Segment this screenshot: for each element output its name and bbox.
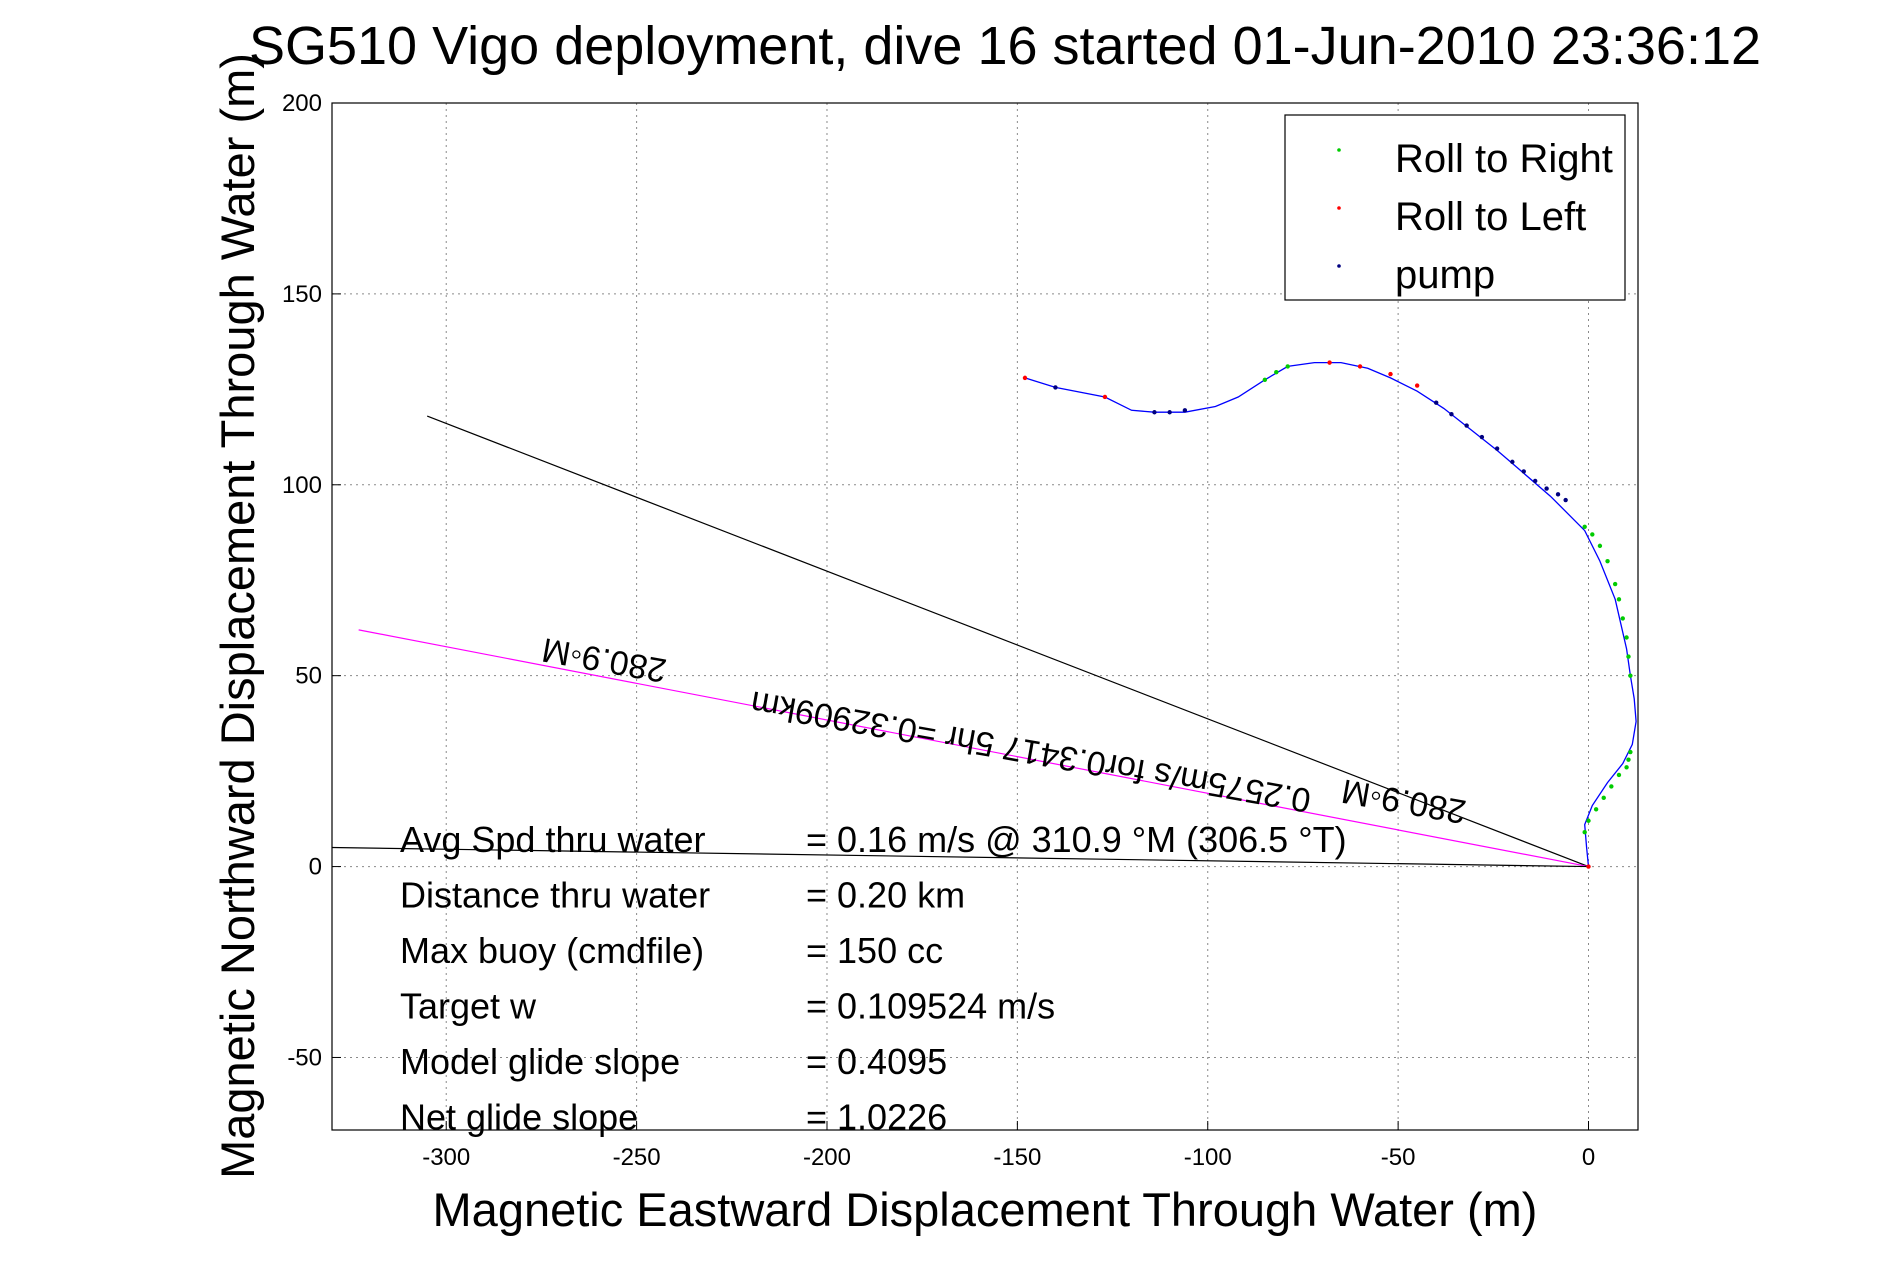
roll-right-point — [1628, 673, 1633, 678]
roll-right-point — [1601, 795, 1606, 801]
reference-lines — [331, 415, 1589, 868]
x-tick-label: -300 — [422, 1144, 470, 1171]
roll-left-point — [1327, 360, 1332, 365]
roll-right-point — [1609, 784, 1614, 789]
legend-label-roll-right: Roll to Right — [1395, 137, 1613, 181]
stat-label: Net glide slope — [400, 1097, 638, 1138]
y-tick-label: 150 — [282, 281, 322, 308]
x-tick-label: 0 — [1582, 1144, 1595, 1171]
stat-value: = 0.20 km — [806, 875, 965, 916]
legend-swatch-roll-left — [1337, 206, 1341, 210]
plot-frame — [331, 102, 1639, 1131]
stat-value: = 0.16 m/s @ 310.9 °M (306.5 °T) — [806, 819, 1347, 860]
reference-line — [358, 629, 1589, 868]
legend-label-pump: pump — [1395, 253, 1495, 297]
roll-right-point — [1582, 524, 1587, 529]
y-tick-label: 100 — [282, 472, 322, 499]
roll-left-point — [1414, 383, 1420, 388]
pump-point — [1510, 459, 1515, 465]
reference-line — [426, 415, 1589, 868]
marker-points — [1022, 360, 1633, 869]
x-tick-label: -250 — [613, 1144, 661, 1171]
y-tick-label: 50 — [295, 663, 322, 690]
pump-point — [1167, 410, 1172, 415]
pump-point — [1449, 411, 1454, 417]
y-tick-label: -50 — [287, 1044, 322, 1071]
roll-right-point — [1605, 558, 1610, 564]
y-axis-label: Magnetic Northward Displacement Through … — [211, 53, 264, 1179]
roll-right-point — [1628, 749, 1633, 755]
stat-label: Model glide slope — [400, 1041, 680, 1082]
roll-left-point — [1022, 375, 1028, 381]
pump-point — [1053, 385, 1058, 390]
x-axis-label: Magnetic Eastward Displacement Through W… — [433, 1183, 1538, 1236]
roll-right-point — [1626, 757, 1631, 762]
pump-point — [1433, 400, 1439, 405]
pump-point — [1494, 446, 1500, 451]
pump-point — [1532, 478, 1538, 484]
roll-right-point — [1274, 369, 1279, 375]
roll-left-point — [1388, 371, 1393, 377]
legend: Roll to Right Roll to Left pump — [1284, 114, 1626, 301]
roll-right-point — [1620, 616, 1625, 621]
legend-swatch-pump — [1337, 264, 1341, 268]
stat-value: = 150 cc — [806, 930, 943, 971]
pump-point — [1182, 408, 1188, 413]
y-ticks: 200 150 100 50 0 -50 — [282, 90, 341, 1071]
roll-right-point — [1624, 635, 1629, 640]
stat-label: Avg Spd thru water — [400, 819, 706, 860]
y-tick-label: 0 — [309, 854, 322, 881]
x-tick-label: -100 — [1184, 1144, 1232, 1171]
y-tick-label: 200 — [282, 90, 322, 117]
pump-point — [1464, 423, 1469, 428]
pump-point — [1555, 492, 1561, 497]
stat-label: Target w — [400, 986, 537, 1027]
x-tick-label: -200 — [803, 1144, 851, 1171]
chart-title: SG510 Vigo deployment, dive 16 started 0… — [249, 16, 1761, 76]
pump-point — [1521, 469, 1526, 474]
legend-box — [1284, 114, 1626, 301]
roll-right-point — [1597, 543, 1603, 549]
pump-point — [1544, 486, 1549, 491]
legend-swatch-roll-right — [1337, 148, 1341, 152]
pump-point — [1563, 497, 1568, 503]
pump-point — [1152, 410, 1157, 415]
roll-right-point — [1593, 807, 1599, 812]
stat-label: Distance thru water — [400, 875, 710, 916]
pump-point — [1479, 434, 1485, 440]
x-tick-label: -50 — [1381, 1144, 1416, 1171]
reference-line — [331, 846, 1589, 868]
roll-right-point — [1285, 364, 1290, 369]
stat-value: = 0.109524 m/s — [806, 986, 1055, 1027]
stat-label: Max buoy (cmdfile) — [400, 930, 704, 971]
stat-value: = 0.4095 — [806, 1041, 947, 1082]
roll-right-point — [1624, 765, 1629, 770]
x-ticks: -300 -250 -200 -150 -100 -50 0 — [422, 1121, 1595, 1171]
roll-left-point — [1586, 864, 1591, 869]
roll-right-point — [1590, 532, 1595, 537]
legend-label-roll-left: Roll to Left — [1395, 195, 1586, 239]
roll-right-point — [1612, 581, 1618, 587]
roll-right-point — [1626, 654, 1631, 659]
roll-right-point — [1586, 818, 1591, 823]
roll-left-point — [1102, 394, 1108, 400]
stats-block: Avg Spd thru water = 0.16 m/s @ 310.9 °M … — [400, 819, 1347, 1138]
roll-right-point — [1582, 830, 1587, 835]
stat-value: = 1.0226 — [806, 1097, 947, 1138]
roll-right-point — [1262, 377, 1268, 382]
x-tick-label: -150 — [993, 1144, 1041, 1171]
roll-right-point — [1616, 597, 1622, 602]
roll-right-point — [1616, 772, 1622, 778]
roll-left-point — [1357, 364, 1363, 369]
